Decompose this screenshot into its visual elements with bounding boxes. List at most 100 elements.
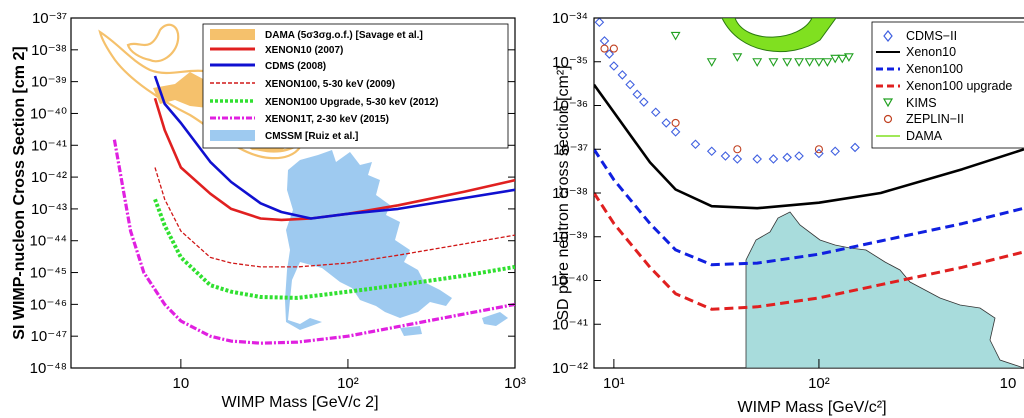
right-legend-box bbox=[871, 21, 1024, 149]
left-y-ticks: 10⁻³⁷ 10⁻³⁸ 10⁻³⁹ 10⁻⁴⁰ 10⁻⁴¹ 10⁻⁴² 10⁻⁴³ 10⁻⁴⁴… bbox=[30, 10, 515, 377]
right-series-marker-0 bbox=[661, 118, 671, 128]
right-series-marker-4 bbox=[837, 54, 848, 64]
legend-label-xenon100-upgrade-r: Xenon100 upgrade bbox=[906, 79, 1012, 93]
left-y-tick-label: 10⁻⁴⁷ bbox=[31, 328, 67, 345]
right-y-tick-label: 10⁻⁴⁰ bbox=[551, 273, 588, 290]
right-series-marker-0 bbox=[632, 89, 643, 100]
left-y-tick-label: 10⁻⁴⁰ bbox=[30, 105, 67, 122]
right-x-tick-label: 10² bbox=[808, 375, 830, 392]
right-y-tick-label: 10⁻³⁷ bbox=[553, 141, 588, 158]
right-series-marker-5 bbox=[609, 44, 618, 53]
cmssm-region-piece bbox=[482, 312, 508, 326]
legend-swatch-dama bbox=[210, 29, 255, 40]
right-series-marker-4 bbox=[752, 58, 763, 67]
right-x-tick-label: 10¹ bbox=[603, 375, 625, 392]
legend-label-dama-r: DAMA bbox=[906, 129, 943, 143]
right-series-line-3 bbox=[594, 192, 1024, 311]
left-series-line-4 bbox=[153, 198, 515, 300]
right-series-marker-0 bbox=[732, 154, 743, 164]
right-y-axis-label: SD pure neutron cross section [cm²] bbox=[555, 65, 572, 320]
left-series-line-3 bbox=[154, 167, 515, 268]
right-y-tick-label: 10⁻³⁹ bbox=[552, 229, 588, 246]
right-series-marker-4 bbox=[670, 31, 681, 41]
left-x-axis-label: WIMP Mass [GeV/c 2] bbox=[221, 394, 378, 411]
legend-label-cmssm: CMSSM [Ruiz et al.] bbox=[265, 131, 358, 142]
right-series-marker-0 bbox=[604, 49, 615, 59]
legend-label-xenon100-r: Xenon100 bbox=[906, 62, 963, 76]
right-plot-area bbox=[721, 18, 1024, 368]
right-x-tick-label: 10 bbox=[1000, 375, 1017, 392]
right-y-tick-label: 10⁻³⁴ bbox=[552, 10, 588, 27]
right-series-marker-4 bbox=[830, 54, 841, 64]
right-series-marker-4 bbox=[843, 53, 854, 62]
right-series-marker-0 bbox=[782, 152, 792, 163]
left-y-tick-label: 10⁻⁴⁵ bbox=[30, 265, 67, 282]
right-series-line-1 bbox=[594, 83, 1024, 210]
right-series-marker-4 bbox=[732, 53, 743, 62]
right-series-marker-4 bbox=[804, 58, 815, 67]
right-y-tick-label: 10⁻³⁸ bbox=[552, 185, 588, 202]
right-x-ticks: 10¹ 10² 10 bbox=[603, 359, 1024, 392]
left-x-tick-label: 10³ bbox=[504, 375, 526, 392]
legend-marker-cdms2 bbox=[883, 30, 893, 42]
right-series-marker-0 bbox=[650, 107, 661, 118]
left-y-tick-label: 10⁻³⁹ bbox=[31, 74, 67, 91]
legend-label-xenon10: XENON10 (2007) bbox=[265, 45, 343, 56]
right-series-marker-0 bbox=[752, 154, 762, 164]
right-series-marker-0 bbox=[594, 18, 605, 28]
left-series-lines bbox=[112, 75, 515, 345]
left-y-tick-label: 10⁻⁴⁴ bbox=[30, 233, 68, 250]
left-y-tick-label: 10⁻⁴⁸ bbox=[30, 360, 67, 377]
right-series-marker-5 bbox=[671, 118, 680, 127]
cmssm-region-piece bbox=[400, 326, 422, 336]
right-series-marker-0 bbox=[609, 61, 619, 71]
right-series-marker-0 bbox=[720, 151, 731, 161]
right-series-marker-0 bbox=[625, 79, 635, 90]
left-y-tick-label: 10⁻³⁸ bbox=[31, 42, 67, 59]
right-series-line-2 bbox=[594, 148, 1024, 267]
left-x-tick-label: 10² bbox=[337, 375, 359, 392]
right-series-marker-0 bbox=[768, 154, 779, 164]
left-chart: 10⁻³⁷ 10⁻³⁸ 10⁻³⁹ 10⁻⁴⁰ 10⁻⁴¹ 10⁻⁴² 10⁻⁴³ 10⁻⁴⁴… bbox=[11, 10, 526, 411]
legend-label-xenon1t: XENON1T, 2-30 keV (2015) bbox=[265, 114, 389, 125]
right-series-marker-4 bbox=[782, 58, 793, 67]
right-series-marker-4 bbox=[768, 58, 779, 67]
left-y-tick-label: 10⁻³⁷ bbox=[32, 10, 67, 27]
right-series-marker-0 bbox=[830, 146, 840, 157]
left-series-line-2 bbox=[153, 75, 515, 220]
left-x-ticks: 10 10² 10³ bbox=[173, 359, 526, 392]
legend-label-dama: DAMA (5σ3σg.o.f.) [Savage et al.] bbox=[265, 30, 423, 41]
legend-label-zeplin2: ZEPLIN−II bbox=[906, 112, 964, 126]
right-x-axis-label: WIMP Mass [GeV/c²] bbox=[737, 399, 886, 416]
right-series-marker-0 bbox=[690, 139, 701, 150]
left-legend-box bbox=[202, 23, 509, 149]
right-series-marker-0 bbox=[850, 142, 860, 153]
left-y-axis-label: SI WIMP-nucleon Cross Section [cm 2] bbox=[11, 46, 28, 339]
right-y-tick-label: 10⁻⁴² bbox=[552, 360, 588, 377]
right-series-marker-4 bbox=[706, 58, 717, 67]
right-series-markers bbox=[594, 18, 860, 164]
right-series-marker-0 bbox=[639, 97, 649, 107]
legend-label-xenon100-upgrade: XENON100 Upgrade, 5-30 keV (2012) bbox=[265, 97, 438, 108]
left-legend: DAMA (5σ3σg.o.f.) [Savage et al.] XENON1… bbox=[202, 23, 509, 149]
right-series-marker-0 bbox=[670, 127, 681, 137]
dama-contour-inner bbox=[126, 23, 180, 63]
dama-green-region bbox=[721, 18, 837, 52]
legend-label-cdms2: CDMS−II bbox=[906, 29, 957, 43]
right-series-marker-4 bbox=[794, 58, 805, 67]
right-y-tick-label: 10⁻³⁶ bbox=[552, 98, 588, 115]
right-series-marker-0 bbox=[706, 146, 717, 157]
teal-excluded-region bbox=[745, 211, 1024, 368]
legend-label-cdms: CDMS (2008) bbox=[265, 61, 326, 72]
left-x-tick-label: 10 bbox=[173, 375, 190, 392]
right-y-ticks: 10⁻³⁴ 10⁻³⁵ 10⁻³⁶ 10⁻³⁷ 10⁻³⁸ 10⁻³⁹ 10⁻⁴⁰ 10⁻⁴¹… bbox=[551, 10, 601, 377]
right-chart: 10⁻³⁴ 10⁻³⁵ 10⁻³⁶ 10⁻³⁷ 10⁻³⁸ 10⁻³⁹ 10⁻⁴⁰ 10⁻⁴¹… bbox=[551, 10, 1024, 416]
legend-label-xenon10-r: Xenon10 bbox=[906, 45, 956, 59]
left-y-tick-label: 10⁻⁴² bbox=[31, 169, 67, 186]
right-y-tick-label: 10⁻⁴¹ bbox=[552, 316, 588, 333]
right-series-marker-4 bbox=[822, 58, 833, 67]
right-series-marker-0 bbox=[794, 151, 804, 161]
right-series-marker-5 bbox=[600, 44, 609, 53]
right-y-tick-label: 10⁻³⁵ bbox=[552, 54, 588, 71]
